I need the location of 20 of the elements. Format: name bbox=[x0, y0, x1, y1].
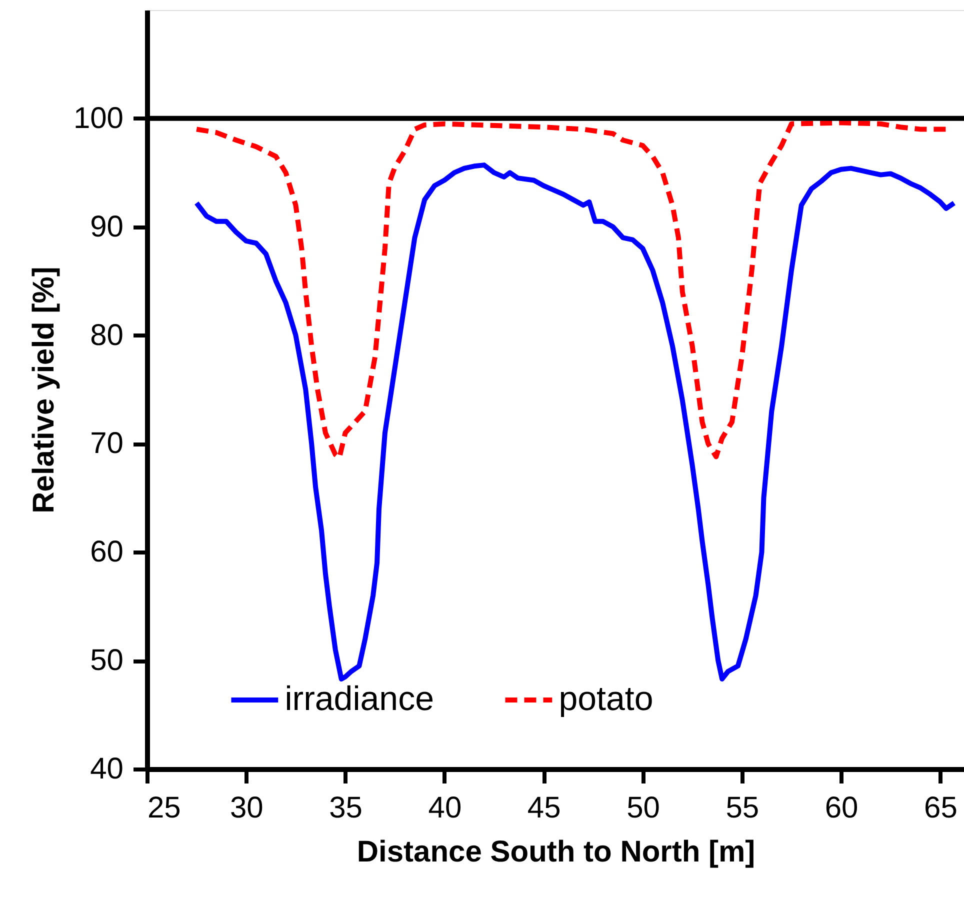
y-tick-label: 70 bbox=[90, 427, 124, 460]
y-tick-label: 100 bbox=[73, 102, 124, 135]
x-tick-label: 35 bbox=[329, 792, 362, 824]
y-tick-label: 90 bbox=[90, 210, 124, 244]
x-tick-label: 40 bbox=[428, 792, 462, 824]
y-tick-label: 80 bbox=[90, 318, 124, 352]
x-axis-title: Distance South to North [m] bbox=[356, 836, 756, 868]
y-tick-label: 50 bbox=[90, 644, 124, 678]
x-tick-label: 55 bbox=[726, 792, 760, 824]
x-tick-label: 25 bbox=[148, 792, 181, 824]
x-tick-label: 60 bbox=[824, 792, 858, 824]
y-tick-label: 40 bbox=[90, 752, 124, 786]
y-tick-label: 60 bbox=[90, 536, 124, 569]
x-tick-label: 45 bbox=[527, 792, 561, 824]
x-tick-label: 65 bbox=[924, 792, 958, 824]
x-tick-label: 30 bbox=[230, 792, 264, 824]
legend-label: irradiance bbox=[284, 680, 434, 718]
y-axis-title: Relative yield [%] bbox=[27, 266, 60, 514]
legend-label: potato bbox=[558, 680, 654, 718]
x-tick-label: 50 bbox=[626, 792, 660, 824]
